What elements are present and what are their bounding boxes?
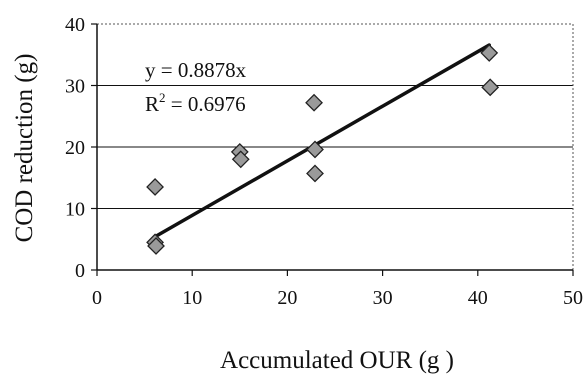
- trendline: [152, 43, 491, 239]
- x-tick-label: 20: [277, 287, 297, 309]
- r-squared-label: R2 = 0.6976: [145, 90, 246, 116]
- y-axis-title: COD reduction (g): [11, 54, 38, 243]
- data-point: [480, 43, 499, 62]
- x-tick-label: 50: [563, 287, 583, 309]
- data-point: [231, 150, 250, 169]
- x-axis-ticks: 0 10 20 30 40 50: [92, 270, 583, 309]
- y-tick-label: 40: [65, 14, 85, 36]
- data-points: [146, 43, 500, 255]
- data-point: [306, 164, 324, 183]
- x-tick-label: 10: [182, 287, 202, 309]
- data-point: [146, 178, 164, 196]
- x-tick-label: 40: [468, 287, 488, 309]
- x-tick-label: 0: [92, 287, 102, 309]
- y-tick-label: 10: [65, 199, 85, 221]
- data-point: [306, 140, 324, 159]
- x-axis-title: Accumulated OUR (g ): [220, 347, 454, 374]
- y-tick-label: 0: [75, 260, 85, 282]
- y-tick-label: 30: [65, 76, 85, 98]
- x-tick-label: 30: [373, 287, 393, 309]
- data-point: [481, 78, 500, 97]
- y-axis-ticks: 0 10 20 30 40: [65, 14, 97, 282]
- equation-label: y = 0.8878x: [145, 58, 247, 82]
- data-point: [147, 237, 165, 255]
- y-tick-label: 20: [65, 137, 85, 159]
- data-point: [305, 93, 323, 112]
